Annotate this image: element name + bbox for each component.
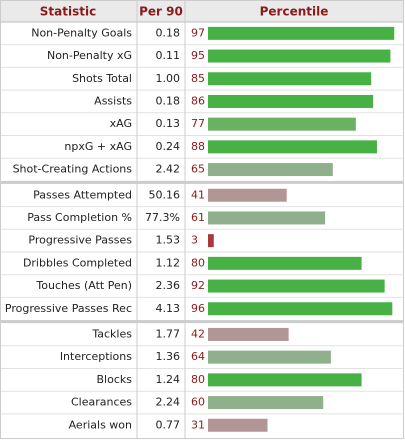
statistic: Touches (Att Pen) [35,279,132,292]
per90: 0.13 [156,117,181,130]
statistic: Dribbles Completed [23,256,132,269]
statistic: Aerials won [69,418,132,431]
percentile-bar [208,140,377,154]
percentile: 80 [191,256,205,269]
per90: 1.53 [156,234,181,247]
statistic: Shot-Creating Actions [13,163,133,176]
percentile-bar [208,396,324,410]
statistic: Blocks [97,373,133,386]
percentile-bar [208,72,372,86]
percentile-bar [208,373,362,387]
per90: 2.42 [156,163,181,176]
percentile: 61 [191,211,205,224]
percentile-bar [208,302,393,316]
per90: 2.36 [156,279,181,292]
header-cell: Statistic [40,5,96,19]
per90: 0.77 [156,418,181,431]
percentile-bar [208,418,268,432]
percentile: 88 [191,140,205,153]
percentile-bar [208,26,395,40]
statistic: xAG [110,117,132,130]
percentile-bar [208,234,214,248]
percentile: 92 [191,279,205,292]
per90: 50.16 [149,188,181,201]
group-separator [1,180,403,184]
statistic: Pass Completion % [27,211,132,224]
percentile: 96 [191,302,205,315]
percentile: 97 [191,26,205,39]
percentile-bar [208,188,287,202]
statistic: Tackles [91,327,132,340]
percentile-bar [208,49,391,63]
statistic: Clearances [71,396,132,409]
percentile-bar [208,279,385,293]
statistic: Progressive Passes [28,234,132,247]
statistic: Assists [94,94,132,107]
percentile-bar [208,256,362,270]
per90: 1.12 [156,256,181,269]
statistic: Passes Attempted [33,188,132,201]
percentile: 65 [191,163,205,176]
percentile: 77 [191,117,205,130]
percentile: 86 [191,94,205,107]
statistic: Non-Penalty xG [47,49,132,62]
percentile-bar [208,117,356,131]
percentile-bar [208,94,374,108]
per90: 0.24 [156,140,181,153]
percentile: 31 [191,418,205,431]
percentile: 42 [191,327,205,340]
group-separator [1,320,403,324]
percentile: 41 [191,188,205,201]
percentile-bar [208,327,289,341]
per90: 4.13 [156,302,181,315]
per90: 1.77 [156,327,181,340]
per90: 1.36 [156,350,181,363]
percentile: 95 [191,49,205,62]
statistic: Non-Penalty Goals [31,26,132,39]
statistic: npxG + xAG [64,140,132,153]
per90: 1.00 [156,72,181,85]
per90: 0.18 [156,94,181,107]
percentile: 60 [191,396,205,409]
percentile-bar [208,163,333,177]
per90: 77.3% [145,211,180,224]
percentile: 64 [191,350,205,363]
statistic: Shots Total [72,72,132,85]
header-bg [1,1,403,22]
percentile-bar [208,211,326,225]
header-cell: Per 90 [139,5,183,19]
per90: 0.11 [156,49,181,62]
percentile: 3 [191,234,198,247]
statistic: Progressive Passes Rec [5,302,132,315]
percentile-bar [208,350,331,364]
percentile: 85 [191,72,205,85]
header-cell: Percentile [260,5,329,19]
percentile: 80 [191,373,205,386]
per90: 2.24 [156,396,181,409]
per90: 0.18 [156,26,181,39]
statistic: Interceptions [60,350,132,363]
per90: 1.24 [156,373,181,386]
